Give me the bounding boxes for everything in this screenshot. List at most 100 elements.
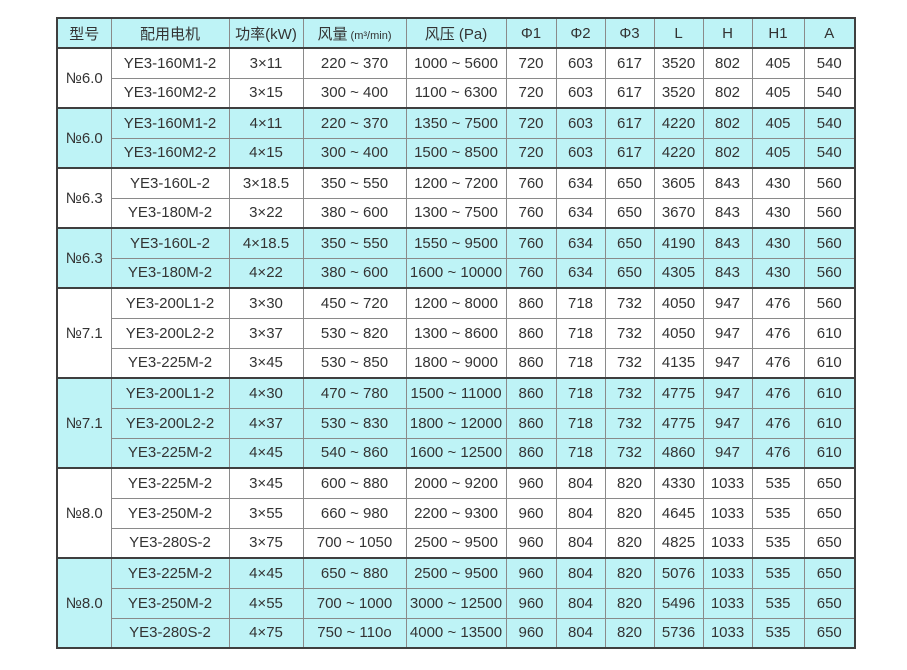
table-row: YE3-250M-2 4×55 700 ~ 1000 3000 ~ 12500 960 8… (57, 587, 856, 619)
cell-phi1: 860 (505, 407, 557, 439)
cell-airflow: 450 ~ 720 (302, 287, 407, 319)
cell-motor: YE3-280S-2 (110, 527, 230, 559)
cell-A: 650 (803, 557, 856, 589)
cell-motor: YE3-160M2-2 (110, 137, 230, 169)
cell-pressure: 2200 ~ 9300 (405, 497, 507, 529)
cell-phi2: 804 (555, 587, 606, 619)
table-row: YE3-180M-2 3×22 380 ~ 600 1300 ~ 7500 760 634… (57, 197, 856, 229)
table-row: №7.1 YE3-200L1-2 3×30 450 ~ 720 1200 ~ 8000 8… (56, 287, 856, 379)
cell-H1: 430 (751, 227, 805, 259)
cell-power: 4×37 (228, 407, 304, 439)
cell-L: 4775 (653, 407, 704, 439)
cell-H: 947 (702, 347, 753, 379)
cell-H1: 430 (751, 257, 805, 289)
cell-phi3: 820 (604, 587, 655, 619)
cell-A: 560 (803, 167, 856, 199)
cell-airflow: 380 ~ 600 (302, 257, 407, 289)
cell-H: 947 (702, 437, 753, 469)
cell-phi3: 732 (604, 407, 655, 439)
cell-power: 4×22 (228, 257, 304, 289)
cell-phi2: 804 (555, 497, 606, 529)
cell-airflow: 530 ~ 850 (302, 347, 407, 379)
cell-pressure: 1600 ~ 12500 (405, 437, 507, 469)
cell-power: 4×45 (228, 437, 304, 469)
cell-phi1: 720 (505, 107, 557, 139)
cell-L: 4860 (653, 437, 704, 469)
cell-phi1: 960 (505, 557, 557, 589)
cell-A: 540 (803, 77, 856, 109)
cell-airflow: 220 ~ 370 (302, 47, 407, 79)
cell-phi3: 732 (604, 437, 655, 469)
table-row: YE3-180M-2 4×22 380 ~ 600 1600 ~ 10000 760 63… (57, 257, 856, 289)
cell-motor: YE3-180M-2 (110, 257, 230, 289)
cell-H1: 405 (751, 77, 805, 109)
cell-phi3: 820 (604, 557, 655, 589)
cell-phi1: 860 (505, 287, 557, 319)
cell-H1: 535 (751, 587, 805, 619)
table-row: YE3-225M-2 4×45 540 ~ 860 1600 ~ 12500 860 71… (57, 437, 856, 469)
cell-phi3: 650 (604, 167, 655, 199)
cell-H: 1033 (702, 557, 753, 589)
column-header-label: 风量 (317, 25, 348, 43)
cell-phi1: 860 (505, 377, 557, 409)
cell-H: 802 (702, 77, 753, 109)
cell-airflow: 300 ~ 400 (302, 137, 407, 169)
cell-motor: YE3-160M1-2 (110, 47, 230, 79)
cell-phi3: 732 (604, 317, 655, 349)
cell-H1: 405 (751, 137, 805, 169)
cell-A: 650 (803, 497, 856, 529)
cell-power: 4×75 (228, 617, 304, 649)
cell-power: 3×37 (228, 317, 304, 349)
cell-H: 1033 (702, 527, 753, 559)
cell-L: 5736 (653, 617, 704, 649)
cell-airflow: 700 ~ 1050 (302, 527, 407, 559)
fan-spec-table: 型号 配用电机 功率(kW) 风量 (m³/min) 风压 (Pa) Φ1 Φ2 Φ3 L H H1… (56, 17, 856, 649)
column-header-power: 功率(kW) (228, 17, 304, 49)
cell-motor: YE3-225M-2 (110, 467, 230, 499)
cell-motor: YE3-180M-2 (110, 197, 230, 229)
cell-L: 5496 (653, 587, 704, 619)
cell-phi2: 603 (555, 107, 606, 139)
cell-H: 843 (702, 197, 753, 229)
cell-phi2: 603 (555, 47, 606, 79)
column-header-label: H1 (768, 24, 788, 42)
cell-H1: 430 (751, 167, 805, 199)
model-group-label: №6.3 (56, 167, 112, 229)
cell-phi2: 804 (555, 557, 606, 589)
cell-power: 3×22 (228, 197, 304, 229)
column-header-phi2: Φ2 (555, 17, 606, 49)
column-header-A: A (803, 17, 856, 49)
cell-phi2: 804 (555, 467, 606, 499)
cell-A: 560 (803, 287, 856, 319)
column-header-label: Φ3 (619, 24, 640, 42)
cell-phi1: 720 (505, 47, 557, 79)
cell-phi1: 760 (505, 257, 557, 289)
cell-motor: YE3-225M-2 (110, 437, 230, 469)
model-group-label: №7.1 (56, 377, 112, 469)
cell-phi1: 760 (505, 227, 557, 259)
cell-H: 843 (702, 227, 753, 259)
cell-A: 540 (803, 107, 856, 139)
cell-airflow: 600 ~ 880 (302, 467, 407, 499)
cell-phi2: 718 (555, 377, 606, 409)
cell-motor: YE3-200L2-2 (110, 317, 230, 349)
cell-airflow: 470 ~ 780 (302, 377, 407, 409)
cell-airflow: 650 ~ 880 (302, 557, 407, 589)
cell-A: 650 (803, 467, 856, 499)
cell-airflow: 300 ~ 400 (302, 77, 407, 109)
cell-phi3: 820 (604, 617, 655, 649)
cell-airflow: 220 ~ 370 (302, 107, 407, 139)
cell-H: 947 (702, 377, 753, 409)
table-row: YE3-250M-2 3×55 660 ~ 980 2200 ~ 9300 960 804… (57, 497, 856, 529)
table-row: YE3-200L2-2 3×37 530 ~ 820 1300 ~ 8600 860 71… (57, 317, 856, 349)
cell-power: 3×11 (228, 47, 304, 79)
cell-H1: 476 (751, 377, 805, 409)
cell-phi2: 804 (555, 617, 606, 649)
cell-motor: YE3-200L2-2 (110, 407, 230, 439)
model-group-label: №8.0 (56, 557, 112, 649)
column-header-label: 配用电机 (139, 25, 200, 43)
column-header-label: Φ1 (520, 24, 542, 42)
cell-A: 560 (803, 257, 856, 289)
cell-pressure: 3000 ~ 12500 (405, 587, 507, 619)
cell-airflow: 540 ~ 860 (302, 437, 407, 469)
